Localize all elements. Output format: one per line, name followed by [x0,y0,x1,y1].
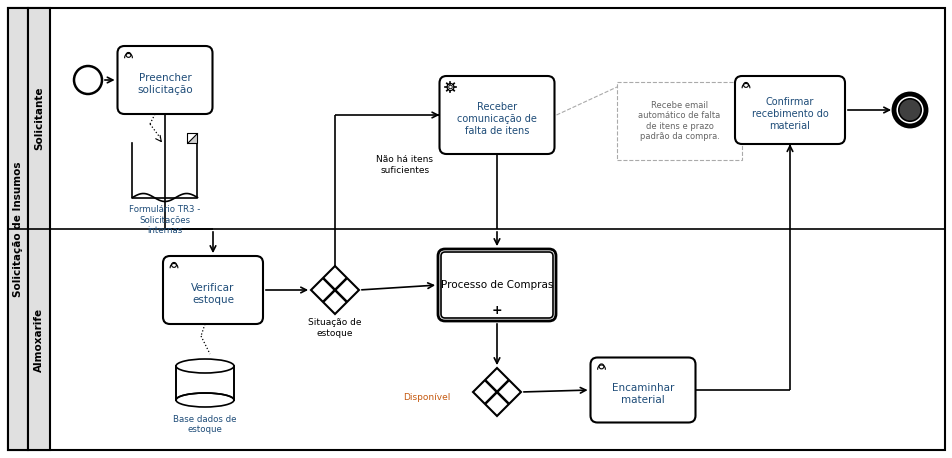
FancyBboxPatch shape [117,46,212,114]
Text: Solicitante: Solicitante [34,87,44,150]
Text: Processo de Compras: Processo de Compras [441,280,552,290]
Circle shape [743,82,747,87]
FancyBboxPatch shape [734,76,844,144]
Polygon shape [310,266,359,314]
Circle shape [74,66,102,94]
Circle shape [126,53,130,57]
Text: Verificar
estoque: Verificar estoque [191,283,234,305]
FancyBboxPatch shape [163,256,263,324]
Text: Recebe email
automático de falta
de itens e prazo
padrão da compra.: Recebe email automático de falta de iten… [638,101,720,141]
Ellipse shape [176,359,234,373]
Bar [176,366,234,400]
Bar [8,8,28,450]
FancyBboxPatch shape [439,76,554,154]
Ellipse shape [176,393,234,407]
Circle shape [893,94,925,126]
Text: Disponível: Disponível [403,393,450,402]
Bar [616,82,742,160]
Text: Não há itens
suficientes: Não há itens suficientes [376,155,433,174]
Circle shape [448,85,452,89]
Circle shape [171,262,176,267]
FancyBboxPatch shape [438,249,555,321]
Text: Receber
comunicação de
falta de itens: Receber comunicação de falta de itens [457,102,536,136]
Text: Preencher
solicitação: Preencher solicitação [137,73,192,95]
FancyBboxPatch shape [590,358,695,422]
Text: Solicitação de Insumos: Solicitação de Insumos [13,161,23,297]
Polygon shape [472,368,521,416]
Bar [132,87,197,142]
Text: Confirmar
recebimento do
material: Confirmar recebimento do material [751,97,827,131]
Circle shape [446,83,453,91]
Circle shape [898,99,921,121]
Bar [28,8,50,450]
Text: Almoxarife: Almoxarife [34,307,44,371]
Circle shape [599,364,604,369]
Text: Formulário TR3 -
Solicitações
internas: Formulário TR3 - Solicitações internas [129,206,201,235]
Text: Base dados de
estoque: Base dados de estoque [173,415,236,434]
Text: Situação de
estoque: Situação de estoque [307,318,362,338]
Polygon shape [188,132,197,142]
Text: Encaminhar
material: Encaminhar material [611,383,673,405]
Text: +: + [491,305,502,317]
